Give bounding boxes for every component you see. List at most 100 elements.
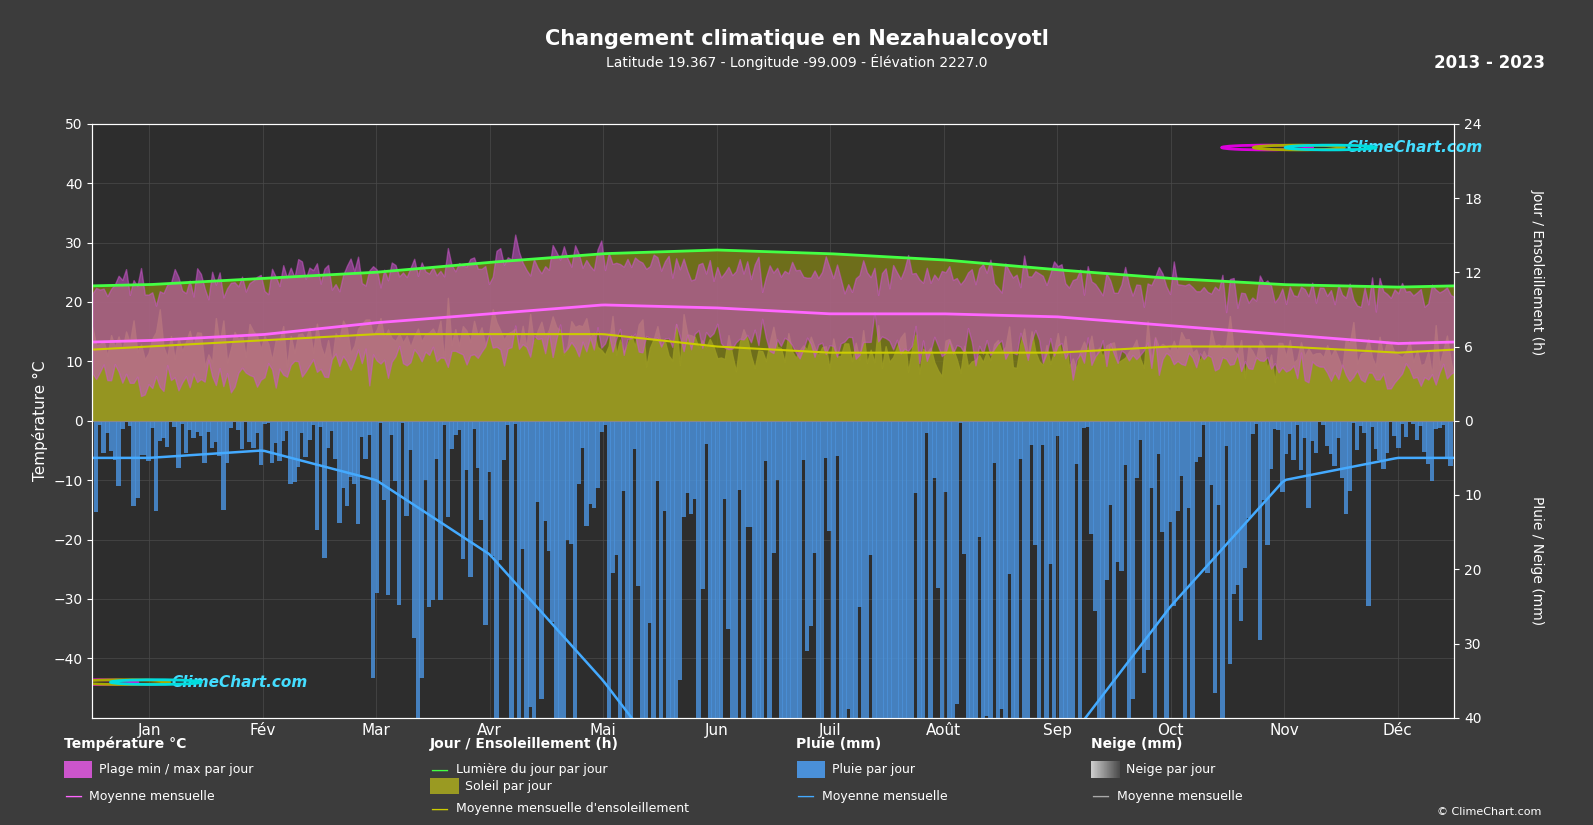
Bar (1015, 421, 1020, 825)
Bar (1153, 421, 1157, 825)
Bar (460, 421, 465, 559)
Bar (1190, 421, 1195, 783)
Bar (1370, 421, 1375, 427)
Bar (491, 421, 495, 555)
Bar (798, 421, 801, 770)
Bar (932, 421, 937, 478)
Bar (378, 421, 382, 423)
Bar (393, 421, 398, 481)
Bar (142, 421, 147, 455)
Bar (962, 421, 967, 554)
Bar (629, 421, 634, 825)
Bar (277, 421, 282, 460)
Bar (169, 421, 174, 422)
Bar (390, 421, 393, 435)
Bar (857, 421, 862, 607)
Bar (768, 421, 773, 825)
Bar (105, 421, 110, 432)
Bar (538, 421, 543, 700)
Bar (1407, 421, 1411, 422)
Bar (860, 421, 865, 825)
Bar (774, 421, 779, 480)
Bar (155, 421, 158, 511)
Bar (233, 421, 237, 422)
Bar (1048, 421, 1053, 564)
Bar (793, 421, 798, 825)
Bar (468, 421, 473, 577)
Bar (416, 421, 421, 728)
Bar (554, 421, 559, 825)
Bar (1123, 421, 1128, 464)
Bar (1134, 421, 1139, 478)
Bar (569, 421, 573, 544)
Bar (1384, 421, 1389, 453)
Bar (229, 421, 233, 428)
Bar (1021, 421, 1026, 825)
Bar (1309, 421, 1314, 441)
Bar (330, 421, 335, 431)
Bar (303, 421, 307, 457)
Text: Moyenne mensuelle d'ensoleillement: Moyenne mensuelle d'ensoleillement (456, 802, 688, 815)
Bar (1254, 421, 1258, 424)
Bar (205, 421, 210, 432)
Bar (452, 421, 457, 435)
Bar (1007, 421, 1012, 573)
Bar (599, 421, 604, 431)
Text: Neige (mm): Neige (mm) (1091, 737, 1182, 751)
Bar (252, 421, 255, 448)
Bar (1325, 421, 1330, 446)
Bar (1243, 421, 1247, 568)
Bar (1314, 421, 1317, 453)
Bar (671, 421, 674, 789)
Bar (984, 421, 989, 716)
Bar (613, 421, 618, 555)
Bar (1351, 421, 1356, 422)
Bar (699, 421, 704, 589)
Bar (865, 421, 870, 782)
Bar (1306, 421, 1311, 508)
Bar (973, 421, 978, 808)
Text: Lumière du jour par jour: Lumière du jour par jour (456, 763, 607, 776)
Bar (655, 421, 660, 481)
Bar (521, 421, 526, 549)
Bar (280, 421, 285, 441)
Bar (648, 421, 652, 623)
Bar (1298, 421, 1303, 469)
Bar (1273, 421, 1278, 430)
Bar (1018, 421, 1023, 460)
Bar (1437, 421, 1442, 427)
Bar (906, 421, 910, 825)
Bar (682, 421, 687, 516)
Bar (510, 421, 513, 743)
Bar (263, 421, 266, 424)
Bar (663, 421, 667, 511)
Bar (1070, 421, 1075, 825)
Bar (322, 421, 327, 559)
Bar (150, 421, 155, 428)
Bar (704, 421, 709, 444)
Bar (890, 421, 895, 825)
Bar (988, 421, 992, 825)
Bar (131, 421, 135, 507)
Text: Changement climatique en Nezahualcoyotl: Changement climatique en Nezahualcoyotl (545, 29, 1048, 49)
Bar (113, 421, 116, 460)
Bar (621, 421, 626, 492)
Bar (730, 421, 734, 825)
Text: —: — (796, 787, 814, 805)
Bar (718, 421, 723, 825)
Bar (299, 421, 304, 433)
Bar (352, 421, 357, 484)
Text: —: — (430, 761, 448, 779)
Bar (532, 421, 537, 825)
Bar (760, 421, 765, 788)
Bar (441, 421, 446, 425)
Bar (266, 421, 271, 423)
Text: —: — (430, 799, 448, 818)
Bar (996, 421, 1000, 825)
Bar (161, 421, 166, 438)
Bar (1201, 421, 1206, 426)
Bar (1176, 421, 1180, 511)
Bar (637, 421, 640, 587)
Bar (315, 421, 319, 530)
Bar (1426, 421, 1431, 464)
